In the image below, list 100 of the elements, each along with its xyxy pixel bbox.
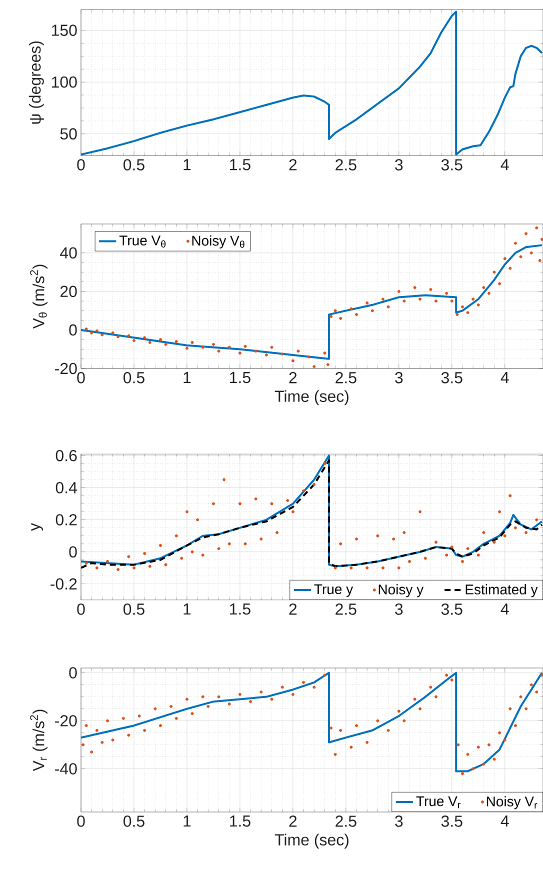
- point: [148, 564, 152, 568]
- y-tick-label: 0.6: [56, 450, 77, 462]
- legend-label: Noisy V$_{r}$: [486, 796, 538, 810]
- y-tick-label: -20: [55, 715, 77, 726]
- point: [445, 554, 448, 557]
- point: [212, 502, 215, 506]
- legend-label: True V$_{θ}$: [119, 236, 166, 248]
- x-tick-label: 1: [184, 604, 191, 615]
- x-tick-label: 1.5: [230, 604, 250, 615]
- point: [276, 531, 279, 534]
- point: [286, 499, 290, 502]
- x-tick-label: 1.5: [230, 816, 250, 827]
- point: [339, 542, 342, 546]
- x-tick-label: 0.5: [123, 604, 144, 615]
- point: [366, 566, 369, 570]
- point: [106, 560, 109, 563]
- point: [228, 542, 231, 546]
- x-tick-label: 0: [77, 372, 85, 384]
- y-axis-title: V$_{θ}$ (m/s$^{2}$): [30, 264, 48, 329]
- y-tick-label: 20: [60, 286, 77, 298]
- y-axis-title: V$_{r}$ (m/s$^{2}$): [30, 710, 48, 772]
- point: [95, 566, 98, 570]
- x-tick-label: 3.5: [441, 604, 462, 615]
- x-tick-label: 1: [184, 159, 191, 170]
- legend-label: True y: [314, 584, 354, 597]
- point: [450, 546, 454, 549]
- x-tick-label: 3.5: [441, 159, 462, 170]
- point: [116, 568, 120, 572]
- point: [180, 556, 184, 560]
- point: [190, 550, 194, 554]
- point: [84, 562, 88, 565]
- point: [514, 526, 517, 530]
- y-tick-label: 50: [60, 128, 77, 140]
- x-tick-label: 3: [395, 372, 403, 384]
- point: [498, 510, 502, 514]
- x-tick-label: 0.5: [123, 372, 144, 384]
- x-tick-label: 3: [395, 604, 403, 615]
- point: [408, 560, 411, 563]
- point: [132, 566, 136, 570]
- y-axis-title: ψ (degrees): [28, 41, 44, 124]
- x-tick-label: 0: [77, 816, 85, 827]
- point: [127, 555, 130, 558]
- point: [217, 547, 220, 550]
- point: [424, 556, 427, 560]
- y-tick-label: 100: [52, 76, 77, 88]
- x-tick-label: 4: [500, 604, 509, 615]
- point: [355, 538, 358, 541]
- x-tick-label: 2: [289, 159, 297, 170]
- point: [402, 531, 406, 534]
- point: [492, 540, 496, 544]
- x-tick-label: 4: [500, 372, 509, 384]
- y-tick-label: 0.4: [56, 482, 77, 494]
- y-tick-label: -20: [55, 362, 77, 374]
- x-tick-label: 0: [77, 159, 85, 170]
- point: [291, 510, 294, 514]
- point: [312, 482, 316, 486]
- point: [238, 502, 242, 506]
- point: [397, 566, 400, 570]
- point: [434, 540, 438, 544]
- point: [185, 510, 188, 514]
- x-tick-label: 1: [184, 372, 191, 384]
- legend-label: True V$_{r}$: [416, 796, 461, 808]
- point: [503, 534, 506, 538]
- point: [254, 497, 258, 500]
- point: [350, 566, 353, 570]
- x-tick-label: 2: [289, 372, 297, 384]
- y-tick-label: -0.2: [50, 578, 77, 590]
- x-tick-label: 1.5: [230, 372, 250, 384]
- legend-label: Estimated y: [466, 584, 538, 598]
- point: [260, 538, 263, 541]
- point: [302, 489, 306, 492]
- x-tick-label: 2.5: [336, 604, 356, 615]
- point: [392, 538, 396, 541]
- point: [382, 566, 384, 570]
- point: [460, 560, 464, 563]
- y-tick-label: 0: [69, 667, 77, 678]
- point: [270, 502, 274, 506]
- legend-label: Noisy y: [378, 584, 424, 598]
- x-tick-label: 0: [77, 604, 85, 615]
- y-tick-label: -40: [55, 763, 77, 774]
- y-tick-label: 40: [60, 247, 77, 259]
- x-tick-label: 3: [395, 159, 403, 170]
- x-tick-label: 4: [500, 159, 509, 170]
- point: [222, 478, 226, 482]
- y-tick-label: 0: [69, 546, 77, 558]
- x-tick-label: 4: [500, 816, 509, 827]
- point: [143, 552, 146, 555]
- x-tick-label: 0.5: [123, 816, 144, 827]
- x-tick-label: 2: [289, 816, 297, 827]
- x-axis-title: Time (sec): [274, 390, 348, 406]
- point: [323, 462, 326, 466]
- point: [158, 544, 162, 547]
- y-tick-label: 150: [52, 24, 77, 36]
- point: [476, 554, 480, 557]
- point: [376, 534, 380, 538]
- point: [164, 563, 168, 566]
- point: [174, 534, 178, 538]
- y-axis-title: y: [31, 523, 44, 531]
- legend-label: Noisy V$_{θ}$: [192, 235, 244, 248]
- point: [418, 510, 422, 514]
